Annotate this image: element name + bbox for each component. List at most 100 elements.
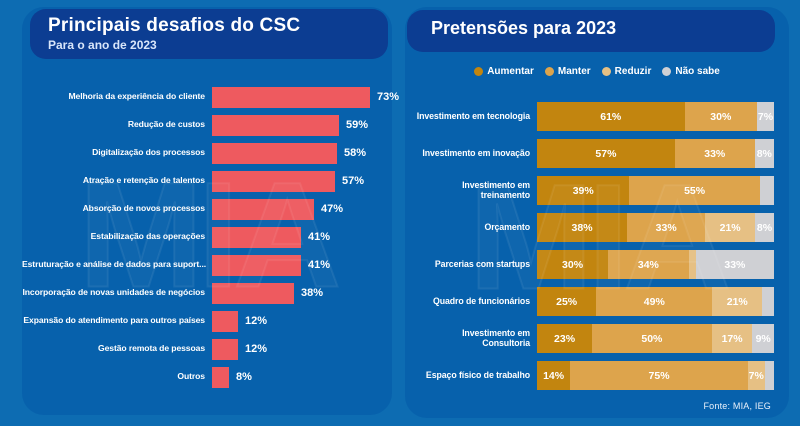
stacked-bar-track: 23% 50% 17% 9% — [537, 324, 774, 353]
bar — [212, 366, 229, 388]
stacked-segment-nao_sabe — [762, 287, 774, 316]
bar — [212, 198, 314, 220]
stacked-segment-reduzir: 7% — [747, 361, 765, 390]
legend-dot-icon — [662, 66, 672, 76]
right-header: Pretensões para 2023 — [407, 10, 775, 52]
stacked-segment-reduzir: 21% — [712, 287, 763, 316]
bar-value-label: 47% — [321, 203, 344, 215]
stacked-row-label: Parcerias com startups — [434, 258, 530, 269]
stacked-bar-track: 39% 55% — [537, 176, 774, 205]
stacked-segment-aumentar: 23% — [537, 324, 593, 353]
bar-category-label: Expansão do atendimento para outros país… — [23, 315, 205, 326]
stacked-row: Investimento em Consultoria 23% 50% 17% 9% — [412, 320, 774, 357]
bar — [212, 170, 335, 192]
stacked-segment-reduzir: 17% — [711, 324, 753, 353]
stacked-segment-manter: 50% — [592, 324, 712, 353]
bar-row: Redução de custos 59% — [22, 111, 388, 139]
stacked-row-label: Quadro de funcionários — [432, 295, 530, 306]
bar-category-label: Digitalização dos processos — [92, 147, 205, 158]
stacked-row: Orçamento 38% 33% 21% 8% — [412, 209, 774, 246]
bar-value-label: 12% — [245, 315, 268, 327]
stacked-row: Espaço físico de trabalho 14% 75% 7% — [412, 357, 774, 394]
stacked-row-label: Investimento em treinamento — [462, 179, 530, 200]
bar-track: 73% — [212, 86, 399, 108]
stacked-segment-aumentar: 39% — [537, 176, 630, 205]
bar-value-label: 12% — [245, 343, 268, 355]
legend-dot-icon — [601, 66, 611, 76]
bar-value-label: 38% — [301, 287, 324, 299]
stacked-segment-aumentar: 57% — [537, 139, 675, 168]
bar-category-label: Atração e retenção de talentos — [82, 175, 205, 186]
stacked-segment-nao_sabe: 33% — [695, 250, 774, 279]
bar — [212, 142, 337, 164]
bar — [212, 254, 301, 276]
bar — [212, 310, 238, 332]
legend-item: Aumentar — [474, 66, 534, 77]
legend: Aumentar Manter Reduzir Não sabe — [405, 64, 789, 78]
stacked-row: Investimento em treinamento 39% 55% — [412, 172, 774, 209]
bar-category-label: Incorporação de novas unidades de negóci… — [22, 287, 205, 298]
stacked-bar-chart: Investimento em tecnologia 61% 30% 7% Invest… — [405, 98, 789, 394]
legend-label: Reduzir — [614, 65, 652, 77]
stacked-segment-manter: 55% — [629, 176, 760, 205]
bar-row: Melhoria da experiência do cliente 73% — [22, 83, 399, 111]
bar-category-label: Outros — [177, 371, 205, 382]
bar — [212, 282, 294, 304]
stacked-segment-nao_sabe: 8% — [754, 139, 774, 168]
stacked-segment-nao_sabe: 7% — [757, 102, 774, 131]
stacked-segment-aumentar: 30% — [537, 250, 609, 279]
stacked-segment-reduzir: 21% — [705, 213, 756, 242]
bar-track: 38% — [212, 282, 388, 304]
stacked-row-label: Espaço físico de trabalho — [425, 369, 530, 380]
stacked-row: Investimento em inovação 57% 33% 8% — [412, 135, 774, 172]
stacked-segment-manter: 49% — [596, 287, 713, 316]
stacked-bar-track: 61% 30% 7% — [537, 102, 774, 131]
bar-track: 58% — [212, 142, 388, 164]
bar-value-label: 8% — [236, 371, 252, 383]
bar-row: Atração e retenção de talentos 57% — [22, 167, 388, 195]
bar-track: 12% — [212, 310, 388, 332]
stacked-row: Parcerias com startups 30% 34% 33% — [412, 246, 774, 283]
stacked-segment-manter: 33% — [627, 213, 706, 242]
stacked-segment-nao_sabe — [764, 361, 774, 390]
stacked-row-label: Orçamento — [484, 221, 530, 232]
stacked-bar-track: 25% 49% 21% — [537, 287, 774, 316]
bar-track: 57% — [212, 170, 388, 192]
bar-value-label: 41% — [308, 259, 331, 271]
legend-item: Não sabe — [662, 66, 720, 77]
bar-row: Digitalização dos processos 58% — [22, 139, 388, 167]
right-title: Pretensões para 2023 — [431, 18, 617, 38]
legend-dot-icon — [544, 66, 554, 76]
bar-value-label: 59% — [346, 119, 369, 131]
bar-value-label: 41% — [308, 231, 331, 243]
bar — [212, 114, 339, 136]
bar-category-label: Redução de custos — [127, 119, 205, 130]
legend-item: Manter — [544, 66, 591, 77]
left-header: Principais desafios do CSC Para o ano de… — [30, 9, 388, 59]
bar-category-label: Melhoria da experiência do cliente — [68, 91, 205, 102]
legend-item: Reduzir — [601, 65, 652, 77]
bar-row: Expansão do atendimento para outros país… — [22, 307, 388, 335]
bar-row: Estruturação e análise de dados para sup… — [22, 251, 388, 279]
stacked-bar-track: 30% 34% 33% — [537, 250, 774, 279]
stacked-row: Investimento em tecnologia 61% 30% 7% — [412, 98, 774, 135]
stacked-segment-aumentar: 25% — [537, 287, 597, 316]
bar-category-label: Estruturação e análise de dados para sup… — [22, 259, 207, 270]
source-note: Fonte: MIA, IEG — [703, 401, 771, 411]
stacked-segment-manter: 75% — [570, 361, 748, 390]
stacked-segment-manter: 30% — [684, 102, 758, 131]
bar-value-label: 57% — [342, 175, 365, 187]
bar-track: 41% — [212, 254, 388, 276]
left-subtitle: Para o ano de 2023 — [48, 37, 157, 52]
stacked-segment-manter: 33% — [674, 139, 755, 168]
right-panel: Pretensões para 2023 Aumentar Manter Reduz… — [405, 7, 789, 418]
legend-dot-icon — [474, 66, 484, 76]
bar-category-label: Absorção de novos processos — [82, 203, 206, 214]
bar-category-label: Estabilização das operações — [90, 231, 205, 242]
bar-value-label: 58% — [344, 147, 367, 159]
stacked-segment-nao_sabe: 9% — [752, 324, 774, 353]
bar — [212, 226, 301, 248]
bar-row: Estabilização das operações 41% — [22, 223, 388, 251]
bar — [212, 86, 370, 108]
bar-row: Outros 8% — [22, 363, 388, 391]
